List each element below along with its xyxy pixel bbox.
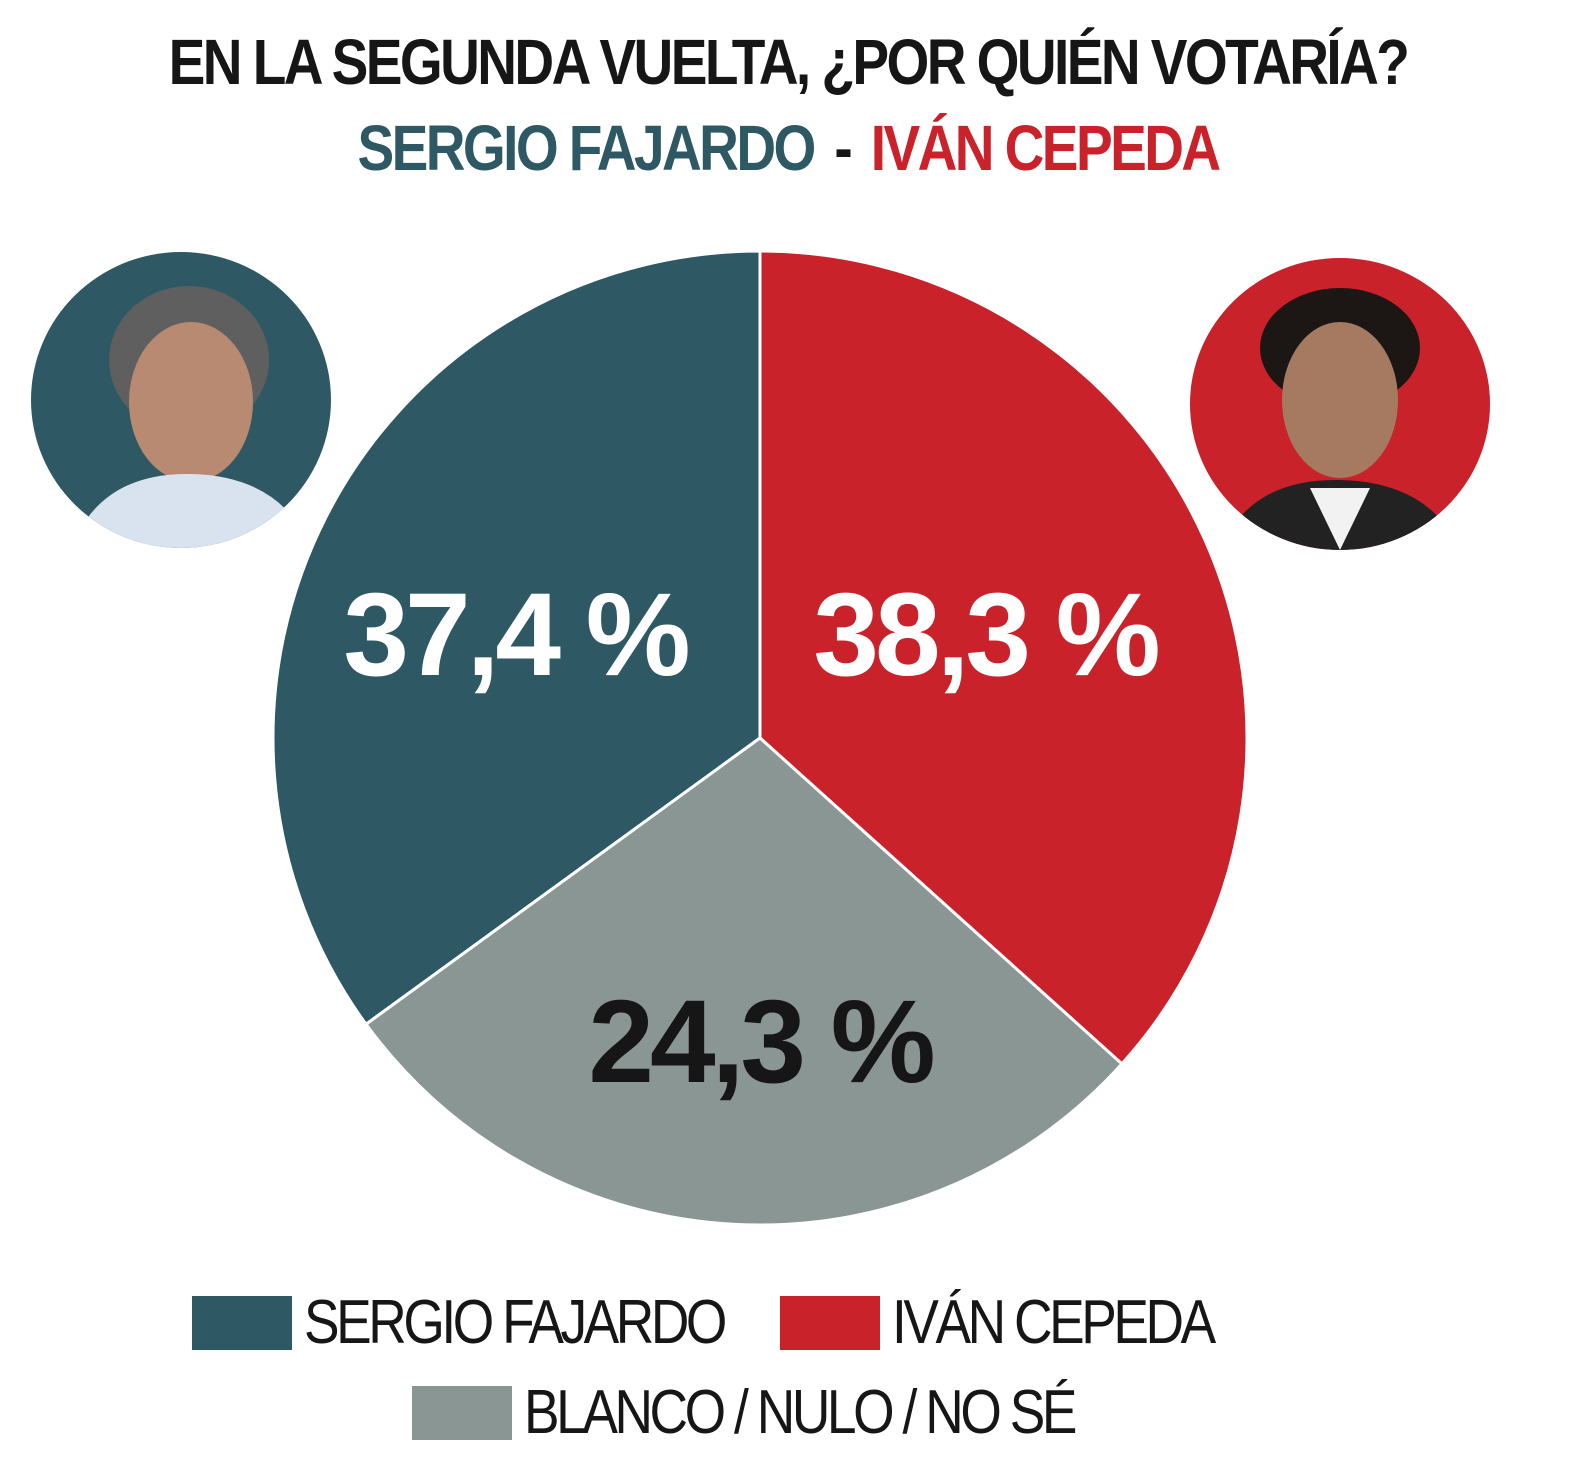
legend-swatch-cepeda: [780, 1296, 880, 1350]
legend-label-blanco: BLANCO / NULO / NO SÉ: [524, 1378, 1077, 1447]
subtitle-fajardo: SERGIO FAJARDO: [357, 112, 816, 184]
person-silhouette-icon: [1190, 258, 1490, 550]
slice-fajardo[interactable]: [271, 249, 762, 1026]
legend-swatch-fajardo: [192, 1296, 292, 1350]
portrait-cepeda: [1190, 258, 1490, 550]
subtitle-dash: -: [834, 112, 852, 184]
slice-cepeda[interactable]: [758, 249, 1249, 1066]
label-blanco: 24,3 %: [588, 976, 932, 1108]
chart-title: EN LA SEGUNDA VUELTA, ¿POR QUIÉN VOTARÍA…: [168, 26, 1410, 98]
legend-label-cepeda: IVÁN CEPEDA: [892, 1288, 1216, 1357]
label-fajardo: 37,4 %: [343, 569, 687, 701]
person-silhouette-icon: [31, 252, 331, 548]
chart-subtitle: SERGIO FAJARDO - IVÁN CEPEDA: [110, 108, 1465, 188]
portrait-fajardo: [31, 252, 331, 548]
legend-row-1: SERGIO FAJARDO: [192, 1288, 792, 1358]
legend-row-1b: IVÁN CEPEDA: [780, 1288, 1265, 1358]
legend-swatch-blanco: [412, 1386, 512, 1440]
legend-row-2: BLANCO / NULO / NO SÉ: [412, 1378, 1164, 1448]
subtitle-cepeda: IVÁN CEPEDA: [870, 112, 1221, 184]
slice-blanco[interactable]: [364, 736, 1124, 1227]
label-cepeda: 38,3 %: [813, 569, 1157, 701]
legend-label-fajardo: SERGIO FAJARDO: [304, 1288, 727, 1357]
